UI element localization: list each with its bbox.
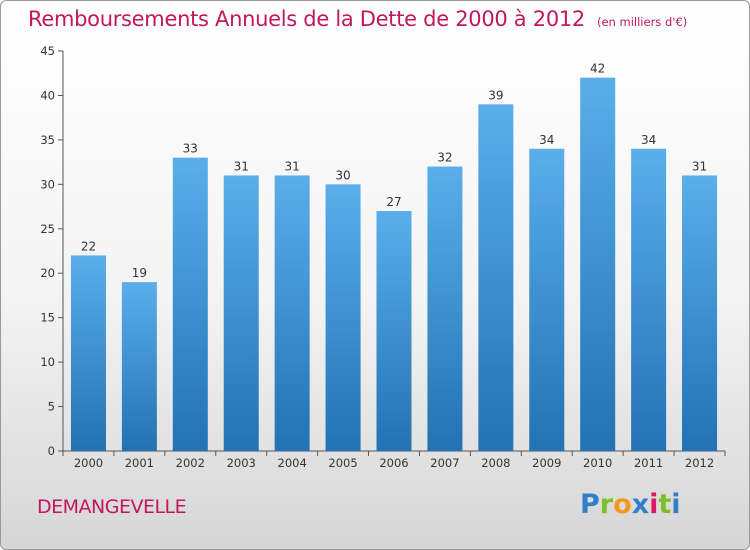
x-tick-label-2011: 2011 bbox=[634, 456, 663, 470]
logo-letter: P bbox=[580, 489, 600, 520]
x-tick-label-2001: 2001 bbox=[125, 456, 154, 470]
axes: 0 5 10 15 20 25 30 35 40 45 2000 2001 2002 2003 2004 20… bbox=[40, 44, 726, 470]
x-tick-label-2000: 2000 bbox=[74, 456, 103, 470]
logo-letter: t bbox=[658, 489, 672, 520]
proxiti-logo: Proxiti bbox=[580, 489, 681, 520]
value-label-2003: 31 bbox=[234, 159, 249, 173]
value-label-2006: 27 bbox=[386, 195, 401, 209]
town-name: DEMANGEVELLE bbox=[37, 496, 187, 518]
y-tick-label: 35 bbox=[40, 133, 55, 147]
y-tick-label: 5 bbox=[48, 400, 55, 414]
x-tick-label-2002: 2002 bbox=[176, 456, 205, 470]
value-label-2005: 30 bbox=[335, 168, 350, 182]
value-label-2012: 31 bbox=[692, 159, 707, 173]
bar-2002 bbox=[172, 157, 208, 451]
x-tick-label-2007: 2007 bbox=[430, 456, 459, 470]
logo-letter: o bbox=[613, 489, 632, 520]
y-tick-label: 15 bbox=[40, 311, 55, 325]
bar-2001 bbox=[121, 282, 157, 451]
bar-2007 bbox=[427, 166, 463, 452]
bar-2009 bbox=[529, 148, 565, 451]
bar-2010 bbox=[580, 77, 616, 452]
x-tick-label-2006: 2006 bbox=[379, 456, 408, 470]
x-tick-label-2004: 2004 bbox=[278, 456, 307, 470]
logo-letter: i bbox=[671, 489, 681, 520]
value-label-2011: 34 bbox=[641, 133, 656, 147]
value-label-2002: 33 bbox=[183, 142, 198, 156]
y-tick-label: 40 bbox=[40, 88, 55, 102]
logo-letter: i bbox=[649, 489, 659, 520]
bar-2008 bbox=[478, 104, 514, 451]
value-labels: 22 19 33 31 31 30 27 32 39 34 42 34 31 bbox=[81, 62, 707, 280]
value-label-2009: 34 bbox=[539, 133, 554, 147]
y-tick-label: 30 bbox=[40, 177, 55, 191]
chart-title: Remboursements Annuels de la Dette de 20… bbox=[28, 7, 585, 31]
x-tick-label-2012: 2012 bbox=[685, 456, 714, 470]
chart-unit: (en milliers d'€) bbox=[597, 15, 688, 29]
bar-2011 bbox=[631, 148, 667, 451]
value-label-2001: 19 bbox=[132, 266, 147, 280]
title-row: Remboursements Annuels de la Dette de 20… bbox=[28, 7, 687, 31]
y-tick-label: 10 bbox=[40, 355, 55, 369]
bar-2004 bbox=[274, 175, 310, 451]
x-tick-label-2008: 2008 bbox=[481, 456, 510, 470]
y-tick-label: 25 bbox=[40, 222, 55, 236]
logo-letter: x bbox=[631, 489, 650, 520]
value-label-2000: 22 bbox=[81, 239, 96, 253]
y-tick-label: 0 bbox=[48, 444, 55, 458]
bar-2005 bbox=[325, 184, 361, 452]
bars bbox=[70, 77, 718, 452]
bar-2006 bbox=[376, 211, 412, 451]
bar-2000 bbox=[70, 255, 106, 451]
value-label-2007: 32 bbox=[437, 151, 452, 165]
y-tick-label: 20 bbox=[40, 266, 55, 280]
x-tick-label-2010: 2010 bbox=[583, 456, 612, 470]
x-tick-label-2009: 2009 bbox=[532, 456, 561, 470]
value-label-2008: 39 bbox=[488, 88, 503, 102]
logo-letter: r bbox=[599, 489, 614, 520]
value-label-2004: 31 bbox=[285, 159, 300, 173]
x-tick-label-2003: 2003 bbox=[227, 456, 256, 470]
x-tick-label-2005: 2005 bbox=[328, 456, 357, 470]
y-tick-label: 45 bbox=[40, 44, 55, 58]
bar-2012 bbox=[682, 175, 718, 451]
bar-2003 bbox=[223, 175, 259, 451]
value-label-2010: 42 bbox=[590, 62, 605, 76]
